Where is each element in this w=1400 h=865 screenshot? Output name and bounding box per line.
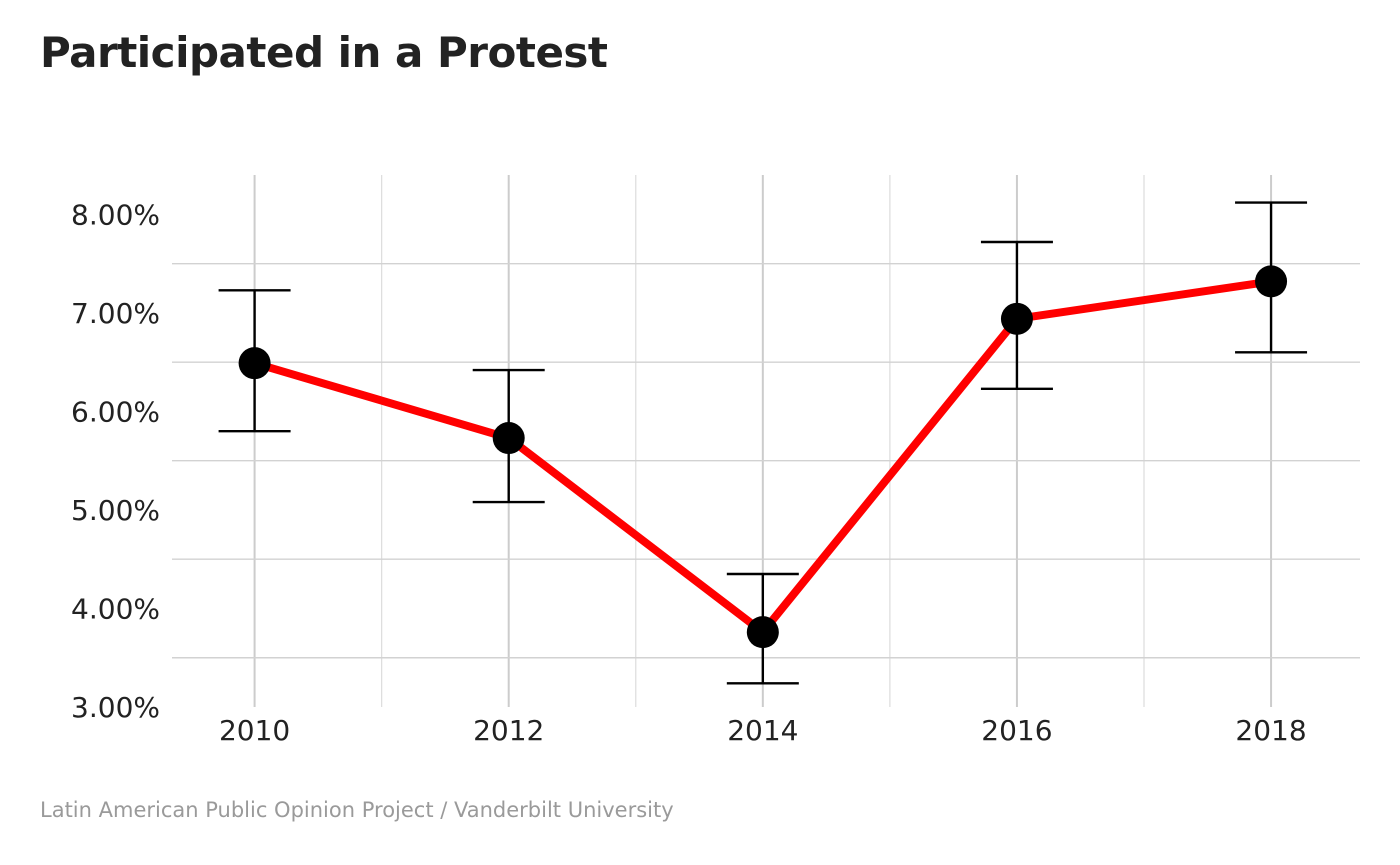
x-tick-label: 2016: [981, 714, 1052, 747]
grid-lines: [172, 175, 1360, 707]
chart-caption: Latin American Public Opinion Project / …: [40, 798, 674, 822]
y-tick-label: 8.00%: [71, 198, 160, 231]
x-tick-label: 2010: [219, 714, 290, 747]
x-tick-label: 2014: [727, 714, 798, 747]
chart-title: Participated in a Protest: [40, 28, 608, 77]
data-point: [492, 422, 525, 455]
x-tick-label: 2012: [473, 714, 544, 747]
data-point: [238, 347, 271, 380]
axis-labels: 3.00% 4.00% 5.00% 6.00% 7.00% 8.00% 2010 2012 20…: [71, 198, 1307, 747]
y-tick-label: 4.00%: [71, 592, 160, 625]
data-point: [746, 616, 779, 649]
y-tick-label: 5.00%: [71, 494, 160, 527]
y-tick-label: 6.00%: [71, 395, 160, 428]
x-tick-label: 2018: [1235, 714, 1306, 747]
data-points: [238, 265, 1288, 649]
y-tick-label: 3.00%: [71, 691, 160, 724]
y-tick-label: 7.00%: [71, 297, 160, 330]
data-point: [1000, 302, 1033, 335]
data-point: [1255, 265, 1288, 298]
